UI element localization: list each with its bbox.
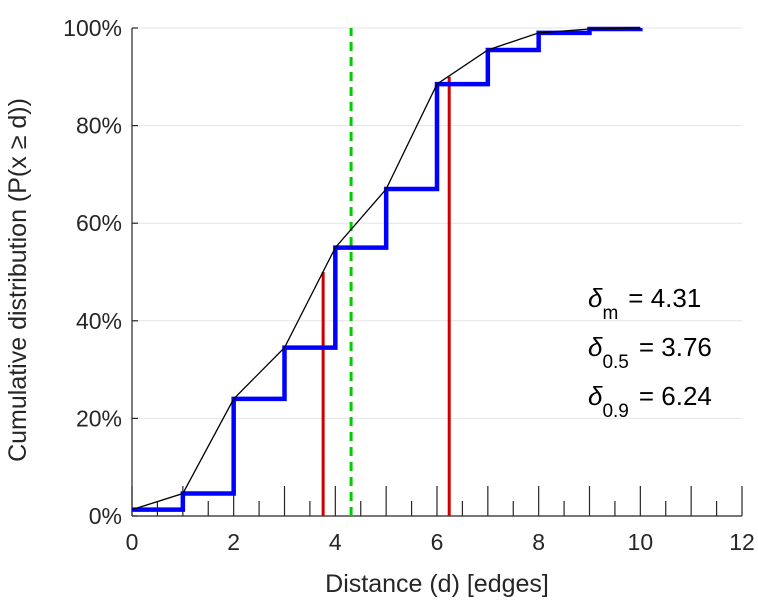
reference-lines (321, 28, 451, 516)
x-axis-label: Distance (d) [edges] (325, 570, 549, 598)
delta-symbol: δ (588, 381, 603, 411)
x-tick-label: 10 (628, 529, 654, 555)
y-tick-label: 20% (76, 405, 122, 431)
grid-lines (132, 27, 742, 419)
interpolated-cdf-line (131, 27, 641, 511)
axis-labels: Distance (d) [edges] Cumulative distribu… (4, 98, 549, 598)
annotation-0-5: δ0.5 = 3.76 (588, 332, 712, 373)
delta-value: = 3.76 (639, 332, 712, 362)
delta-subscript: 0.9 (602, 401, 628, 422)
step-cdf-line (132, 26, 643, 512)
x-tick-label: 4 (329, 529, 342, 555)
annotation-0-9: δ0.9 = 6.24 (588, 381, 712, 422)
x-tick-label: 12 (729, 529, 755, 555)
delta-value: = 6.24 (639, 381, 712, 411)
annotation-m: δm = 4.31 (588, 283, 701, 324)
tick-labels: 0% 20% 40% 60% 80% 100% 0 2 4 6 8 10 12 (63, 15, 755, 555)
delta-subscript: 0.5 (602, 352, 628, 373)
y-tick-label: 60% (76, 210, 122, 236)
delta-symbol: δ (588, 283, 603, 313)
y-tick-label: 0% (89, 503, 122, 529)
delta-symbol: δ (588, 332, 603, 362)
delta-value: = 4.31 (628, 283, 701, 313)
data-series (131, 26, 643, 512)
x-tick-label: 0 (126, 529, 139, 555)
y-tick-label: 40% (76, 308, 122, 334)
x-tick-label: 8 (532, 529, 545, 555)
x-tick-label: 6 (431, 529, 444, 555)
y-axis-label: Cumulative distribution (P(x ≥ d)) (4, 98, 32, 462)
tick-marks (131, 27, 743, 517)
delta-subscript: m (602, 303, 618, 324)
y-tick-label: 80% (76, 113, 122, 139)
y-tick-label: 100% (63, 15, 122, 41)
x-tick-label: 2 (227, 529, 240, 555)
